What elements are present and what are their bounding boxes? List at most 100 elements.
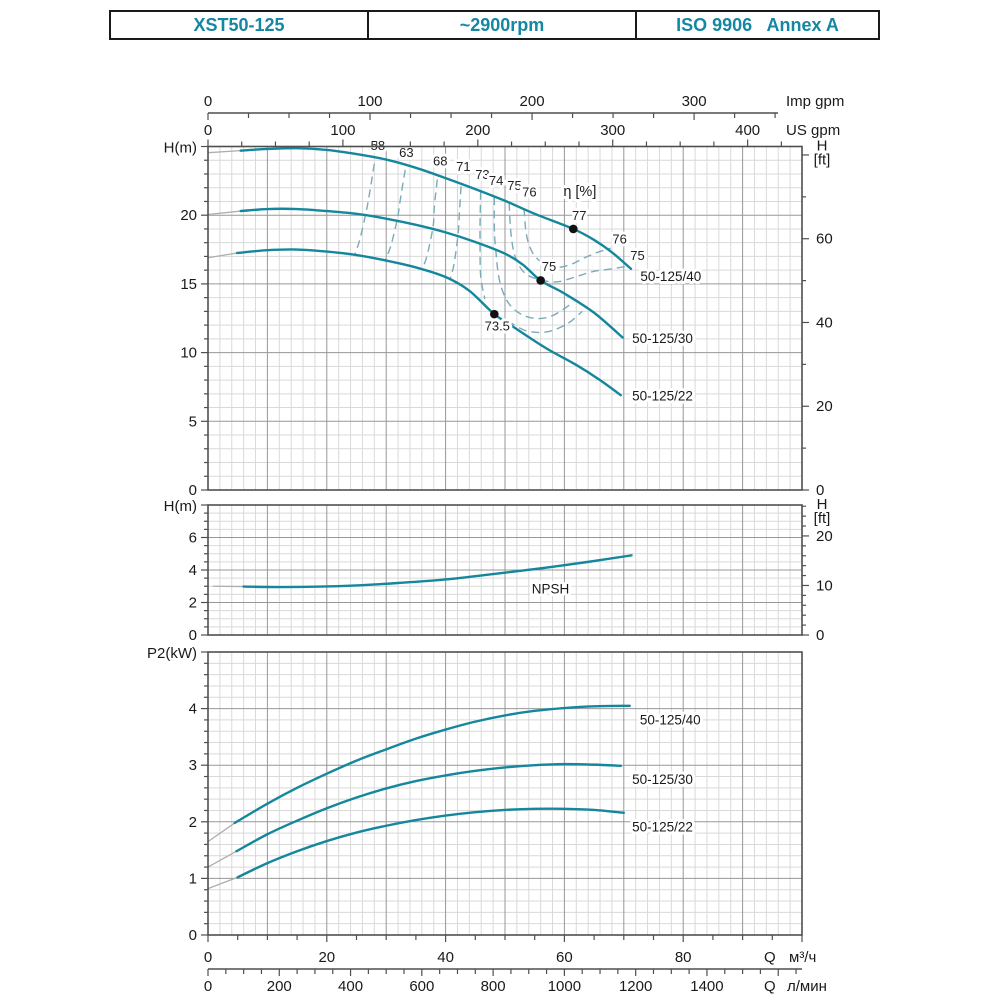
- npsh-chart: NPSH 0 2 4 6 H(m) 0 10 20 H[ft]: [164, 496, 833, 644]
- svg-text:м³/ч: м³/ч: [789, 949, 816, 966]
- svg-text:6: 6: [189, 530, 197, 547]
- svg-text:10: 10: [816, 577, 833, 594]
- curve-NPSH: NPSH: [212, 554, 633, 600]
- svg-text:68: 68: [433, 154, 447, 169]
- svg-text:10: 10: [180, 345, 197, 362]
- svg-text:200: 200: [465, 122, 490, 139]
- svg-text:H(m): H(m): [164, 498, 197, 515]
- svg-text:Imp gpm: Imp gpm: [786, 93, 844, 110]
- svg-text:50-125/22: 50-125/22: [632, 389, 693, 404]
- svg-text:20: 20: [180, 207, 197, 224]
- svg-text:50-125/22: 50-125/22: [632, 819, 693, 834]
- svg-text:P2(kW): P2(kW): [147, 645, 197, 662]
- npsh-y-axis: 0 2 4 6 H(m): [164, 498, 208, 644]
- title-table: XST50-125 ~2900rpm ISO 9906 Annex A: [109, 10, 880, 40]
- bep-point-77: [569, 224, 578, 234]
- svg-text:0: 0: [189, 627, 197, 644]
- svg-text:76: 76: [612, 231, 626, 246]
- svg-text:3: 3: [189, 757, 197, 774]
- svg-text:H: H: [817, 138, 828, 155]
- svg-text:58: 58: [371, 138, 385, 153]
- svg-text:71: 71: [456, 159, 470, 174]
- svg-text:20: 20: [816, 528, 833, 545]
- svg-text:0: 0: [204, 949, 212, 966]
- curve-50-125-30: 50-125/30: [207, 207, 696, 349]
- curve-50-125-22: 50-125/22: [207, 807, 696, 890]
- svg-text:Q: Q: [764, 949, 776, 966]
- power-grid: [208, 652, 802, 935]
- npsh-y2-axis: 0 10 20 H[ft]: [802, 496, 833, 644]
- svg-text:0: 0: [204, 978, 212, 995]
- svg-text:76: 76: [522, 185, 536, 200]
- svg-text:300: 300: [682, 93, 707, 110]
- svg-text:H: H: [817, 496, 828, 513]
- curve-50-125-40: 50-125/40: [207, 146, 704, 287]
- curve-50-125-40: 50-125/40: [207, 704, 704, 843]
- svg-text:50-125/40: 50-125/40: [640, 269, 701, 284]
- svg-text:300: 300: [600, 122, 625, 139]
- top-axes: 0 100 200 300 Imp gpm 0 100 200 300 400 US gpm: [204, 93, 844, 147]
- svg-text:73: 73: [475, 167, 489, 182]
- svg-text:5: 5: [189, 413, 197, 430]
- svg-text:2: 2: [189, 595, 197, 612]
- npsh-grid: [208, 505, 802, 635]
- svg-text:600: 600: [409, 978, 434, 995]
- svg-text:2: 2: [189, 814, 197, 831]
- svg-text:74: 74: [489, 173, 503, 188]
- svg-text:50-125/30: 50-125/30: [632, 772, 693, 787]
- head-grid: [208, 146, 802, 490]
- svg-text:100: 100: [358, 93, 383, 110]
- svg-text:0: 0: [189, 482, 197, 499]
- svg-text:Q: Q: [764, 978, 776, 995]
- head-y2-axis: 0 20 40 60 H[ft]: [802, 138, 833, 499]
- svg-text:800: 800: [481, 978, 506, 995]
- svg-text:75: 75: [507, 178, 521, 193]
- svg-text:75: 75: [542, 259, 556, 274]
- svg-text:0: 0: [189, 927, 197, 944]
- svg-text:40: 40: [437, 949, 454, 966]
- svg-text:40: 40: [816, 314, 833, 331]
- curve-50-125-22: 50-125/22: [207, 248, 696, 407]
- svg-text:60: 60: [816, 231, 833, 248]
- svg-text:200: 200: [520, 93, 545, 110]
- svg-text:400: 400: [338, 978, 363, 995]
- svg-text:1000: 1000: [548, 978, 581, 995]
- svg-text:4: 4: [189, 562, 197, 579]
- svg-text:H(m): H(m): [164, 140, 197, 157]
- svg-text:77: 77: [572, 208, 586, 223]
- svg-text:75: 75: [630, 248, 644, 263]
- pump-model: XST50-125: [193, 14, 285, 35]
- svg-text:80: 80: [675, 949, 692, 966]
- svg-text:0: 0: [816, 482, 824, 499]
- svg-text:60: 60: [556, 949, 573, 966]
- svg-text:400: 400: [735, 122, 760, 139]
- pump-speed: ~2900rpm: [367, 12, 635, 38]
- svg-text:50-125/30: 50-125/30: [632, 331, 693, 346]
- svg-text:η [%]: η [%]: [563, 184, 596, 200]
- power-y-axis: 0 1 2 3 4 P2(kW): [147, 645, 208, 944]
- svg-text:20: 20: [816, 398, 833, 415]
- svg-text:US gpm: US gpm: [786, 122, 840, 139]
- svg-text:1: 1: [189, 870, 197, 887]
- bep-point-75: [536, 276, 545, 285]
- svg-text:NPSH: NPSH: [532, 582, 570, 597]
- svg-text:1200: 1200: [619, 978, 652, 995]
- svg-text:200: 200: [267, 978, 292, 995]
- svg-text:50-125/40: 50-125/40: [640, 712, 701, 727]
- bep-point-73.5: [490, 309, 499, 319]
- svg-text:1400: 1400: [690, 978, 723, 995]
- svg-text:100: 100: [330, 122, 355, 139]
- pump-standard: ISO 9906 Annex A: [635, 12, 878, 38]
- svg-text:0: 0: [816, 627, 824, 644]
- power-chart: 50-125/40 50-125/30 50-125/22 0 1 2 3 4 P2(kW): [147, 645, 803, 944]
- svg-text:[ft]: [ft]: [814, 152, 831, 169]
- svg-text:20: 20: [318, 949, 335, 966]
- svg-text:[ft]: [ft]: [814, 510, 831, 527]
- svg-text:4: 4: [189, 701, 197, 718]
- svg-text:0: 0: [204, 122, 212, 139]
